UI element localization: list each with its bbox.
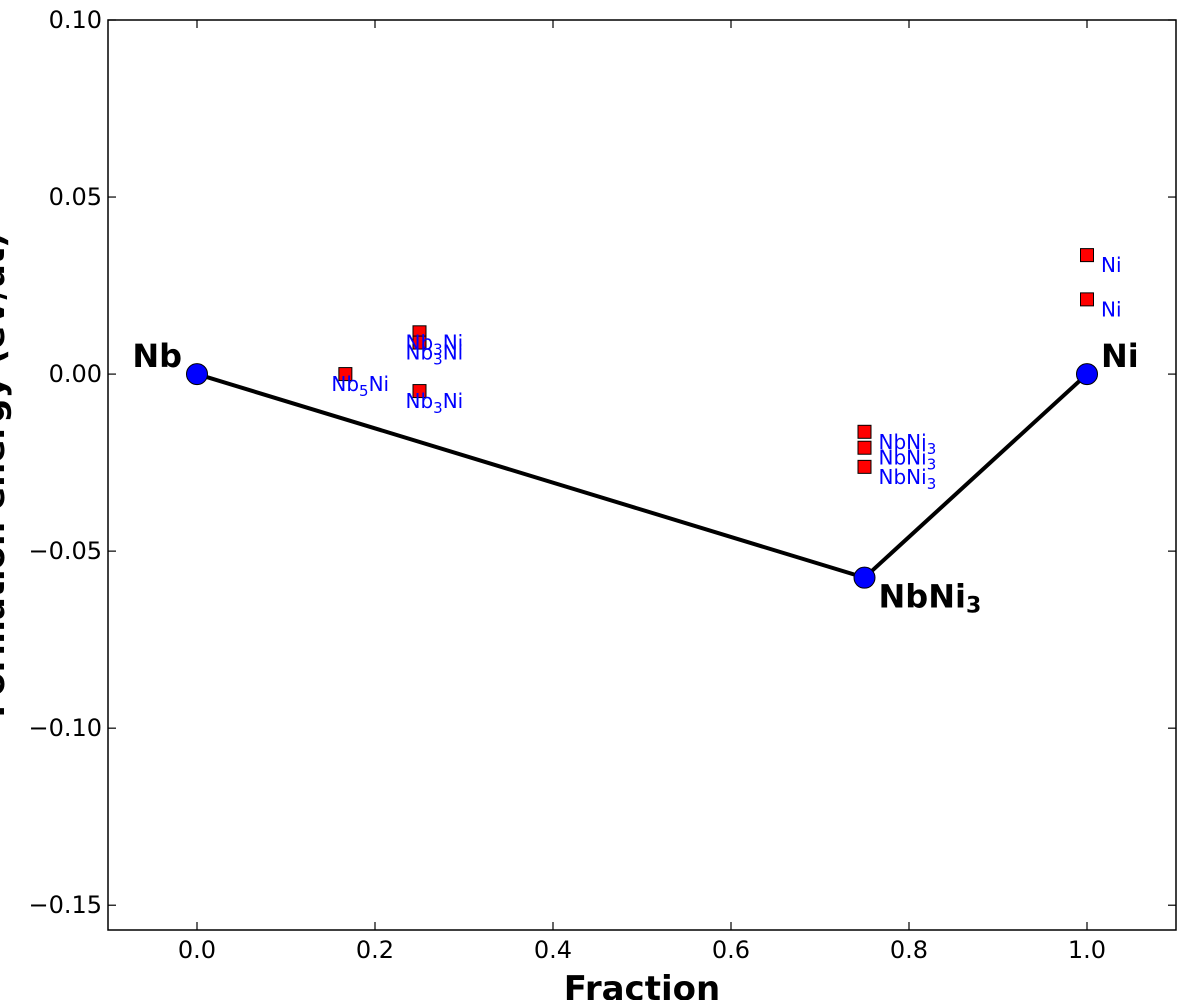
y-tick-label: −0.15: [28, 891, 102, 919]
unstable-point-label: NbNi3: [879, 465, 937, 493]
x-tick-label: 0.0: [178, 936, 216, 964]
unstable-point: [338, 367, 353, 382]
x-axis-label: Fraction: [564, 969, 720, 1000]
unstable-point: [1080, 292, 1094, 307]
stable-point-label: Ni: [1101, 337, 1139, 375]
y-tick-label: 0.05: [49, 183, 102, 211]
unstable-point-label: Nb3Ni: [406, 330, 464, 358]
y-axis-ticks: 0.10 0.05 0.00 −0.05 −0.10 −0.15: [28, 6, 1176, 919]
stable-point: [1076, 363, 1098, 386]
y-tick-label: 0.10: [49, 6, 102, 34]
unstable-point-label: Ni: [1101, 253, 1122, 277]
x-axis-ticks: 0.0 0.2 0.4 0.6 0.8 1.0: [178, 20, 1106, 964]
stable-points: [186, 363, 1098, 589]
y-axis-label: Formation energy (eV/at): [0, 232, 13, 717]
unstable-point: [857, 424, 872, 439]
unstable-points: [338, 248, 1094, 474]
point-labels: Nb5NiNb3NiNb3NiNb3NiNbNi3NbNi3NbNi3NiNiN…: [132, 253, 1138, 619]
x-tick-label: 0.8: [890, 936, 928, 964]
stable-point-label: NbNi3: [879, 578, 982, 619]
unstable-point: [412, 384, 427, 399]
plot-area: [107, 19, 1177, 931]
unstable-point: [1080, 248, 1094, 263]
x-tick-label: 0.2: [356, 936, 394, 964]
unstable-point-label: NbNi3: [879, 430, 937, 458]
x-tick-label: 0.4: [534, 936, 572, 964]
unstable-point-label: NbNi3: [879, 446, 937, 474]
y-tick-label: −0.10: [28, 714, 102, 742]
unstable-point: [412, 335, 427, 350]
unstable-point-label: Nb3Ni: [406, 341, 464, 369]
unstable-point: [857, 440, 872, 455]
x-tick-label: 0.6: [712, 936, 750, 964]
y-tick-label: 0.00: [49, 360, 102, 388]
stable-point-label: Nb: [132, 337, 182, 375]
y-tick-label: −0.05: [28, 537, 102, 565]
stable-point: [853, 566, 876, 589]
stable-point: [186, 363, 208, 386]
unstable-point: [857, 459, 872, 474]
x-tick-label: 1.0: [1068, 936, 1106, 964]
unstable-point-label: Ni: [1101, 297, 1122, 321]
unstable-point-label: Nb3Ni: [406, 389, 464, 417]
unstable-point-label: Nb5Ni: [331, 372, 389, 400]
